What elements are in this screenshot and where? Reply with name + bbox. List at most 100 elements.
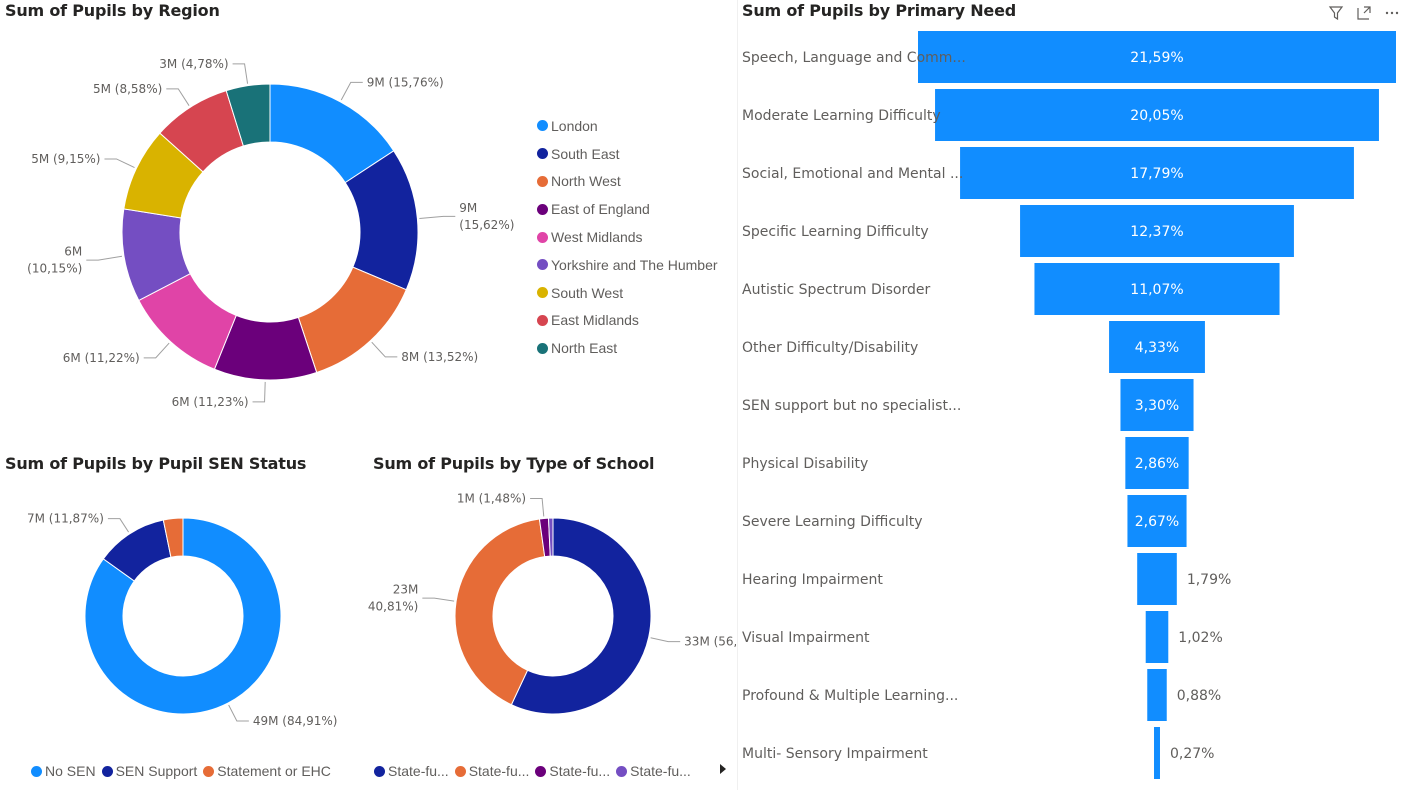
region-legend-item[interactable]: East Midlands	[537, 307, 718, 335]
funnel-bar[interactable]	[1137, 553, 1177, 605]
region-legend-item[interactable]: East of England	[537, 195, 718, 223]
data-label: 9M (15,76%)	[367, 75, 444, 89]
funnel-bar[interactable]	[1147, 669, 1167, 721]
funnel-bar[interactable]	[1125, 437, 1189, 489]
legend-dot-icon	[537, 259, 548, 271]
funnel-bar[interactable]	[1034, 263, 1280, 315]
data-label-leader	[422, 597, 455, 602]
funnel-bar[interactable]	[935, 89, 1379, 141]
data-label: 33M (56,98%)	[684, 635, 736, 649]
legend-dot-icon	[537, 314, 548, 326]
focus-mode-icon[interactable]	[1354, 3, 1374, 23]
donut-slice[interactable]	[162, 517, 184, 558]
funnel-data-label: 0,88%	[1177, 688, 1221, 704]
funnel-category-label: Moderate Learning Difficulty	[742, 108, 941, 124]
funnel-bar[interactable]	[1127, 495, 1187, 547]
funnel-bar[interactable]	[1120, 379, 1194, 431]
primary-need-chart-title: Sum of Pupils by Primary Need	[742, 1, 1016, 20]
school-type-legend-item[interactable]: State-fu...	[454, 763, 529, 779]
funnel-bar[interactable]	[918, 31, 1396, 83]
legend-dot-icon	[537, 148, 548, 160]
donut-slice[interactable]	[510, 517, 652, 715]
funnel-data-label: 12,37%	[1130, 224, 1183, 240]
funnel-category-label: Severe Learning Difficulty	[742, 514, 923, 530]
funnel-bar[interactable]	[960, 147, 1354, 199]
legend-next-arrow-icon[interactable]	[720, 764, 726, 774]
data-label-leader	[86, 255, 123, 261]
region-legend-item[interactable]: South East	[537, 140, 718, 168]
legend-dot-icon	[101, 765, 113, 777]
donut-slice[interactable]	[225, 83, 271, 147]
funnel-category-label: Visual Impairment	[742, 630, 870, 646]
visual-header-icons	[1326, 3, 1402, 23]
region-legend-item[interactable]: West Midlands	[537, 223, 718, 251]
legend-dot-icon	[374, 765, 385, 777]
school-type-legend-item[interactable]: State-fu...	[374, 763, 449, 779]
data-label: (15,62%)	[459, 218, 514, 232]
region-legend-item[interactable]: London	[537, 112, 718, 140]
legend-dot-icon	[537, 175, 548, 187]
sen-legend: No SEN SEN Support Statement or EHC	[31, 763, 337, 779]
funnel-category-label: Specific Learning Difficulty	[742, 224, 929, 240]
data-label-leader	[107, 518, 130, 533]
data-label-leader	[232, 63, 249, 84]
data-label-leader	[650, 637, 681, 643]
data-label-leader	[104, 158, 135, 169]
legend-dot-icon	[203, 765, 215, 777]
school-type-legend: State-fu... State-fu... State-fu... Stat…	[374, 763, 697, 779]
region-legend-item[interactable]: North East	[537, 334, 718, 362]
funnel-category-label: Hearing Impairment	[742, 572, 883, 588]
data-label: 49M (84,91%)	[253, 714, 338, 728]
more-options-icon[interactable]	[1382, 3, 1402, 23]
funnel-bar[interactable]	[1109, 321, 1205, 373]
funnel-category-label: Autistic Spectrum Disorder	[742, 282, 930, 298]
funnel-data-label: 1,02%	[1178, 630, 1222, 646]
sen-legend-item[interactable]: SEN Support	[101, 763, 197, 779]
legend-dot-icon	[537, 342, 548, 354]
region-donut-chart[interactable]: 9M (15,76%) 9M (15,62%) 8M (13,52%) 6M (11,2…	[0, 0, 736, 440]
region-legend: London South East North West East of Eng…	[537, 112, 718, 362]
funnel-category-label: Speech, Language and Comm...	[742, 50, 966, 66]
region-legend-item[interactable]: Yorkshire and The Humber	[537, 251, 718, 279]
legend-dot-icon	[31, 765, 42, 777]
legend-dot-icon	[616, 765, 628, 777]
school-type-legend-item[interactable]: State-fu...	[616, 763, 691, 779]
donut-slice[interactable]	[84, 517, 282, 715]
panel-divider	[737, 0, 738, 790]
funnel-data-label: 2,67%	[1135, 514, 1179, 530]
funnel-category-label: Profound & Multiple Learning...	[742, 688, 958, 704]
primary-need-funnel-chart[interactable]: Speech, Language and Comm... 21,59% Modera…	[738, 0, 1406, 790]
filter-icon[interactable]	[1326, 3, 1346, 23]
sen-donut-chart[interactable]: 49M (84,91%) 7M (11,87%)	[0, 450, 365, 760]
data-label: 9M	[459, 201, 477, 215]
data-label-leader	[143, 342, 170, 359]
funnel-bar[interactable]	[1145, 611, 1169, 663]
funnel-data-label: 21,59%	[1130, 50, 1183, 66]
data-label-leader	[228, 704, 249, 722]
funnel-data-label: 3,30%	[1135, 398, 1179, 414]
funnel-data-label: 20,05%	[1130, 108, 1183, 124]
data-label-leader	[340, 81, 363, 101]
region-legend-item[interactable]: South West	[537, 279, 718, 307]
donut-slice[interactable]	[454, 518, 546, 706]
sen-legend-item[interactable]: Statement or EHC	[203, 763, 331, 779]
legend-dot-icon	[537, 120, 548, 132]
region-legend-item[interactable]: North West	[537, 168, 718, 196]
funnel-category-label: Other Difficulty/Disability	[742, 340, 918, 356]
data-label: 6M (11,23%)	[172, 395, 249, 409]
data-label: 5M (8,58%)	[93, 82, 162, 96]
legend-dot-icon	[535, 765, 547, 777]
funnel-data-label: 1,79%	[1187, 572, 1231, 588]
school-type-donut-chart[interactable]: 33M (56,98%) 23M (40,81%) 1M (1,48%)	[368, 450, 736, 760]
funnel-data-label: 4,33%	[1135, 340, 1179, 356]
legend-dot-icon	[537, 287, 548, 299]
funnel-bar[interactable]	[1154, 727, 1160, 779]
donut-slice[interactable]	[547, 517, 554, 557]
sen-legend-item[interactable]: No SEN	[31, 763, 96, 779]
school-type-legend-item[interactable]: State-fu...	[535, 763, 610, 779]
sen-chart-title: Sum of Pupils by Pupil SEN Status	[5, 454, 307, 473]
data-label: 1M (1,48%)	[457, 492, 526, 506]
funnel-data-label: 0,27%	[1170, 746, 1214, 762]
data-label-leader	[166, 88, 190, 106]
funnel-bar[interactable]	[1020, 205, 1294, 257]
